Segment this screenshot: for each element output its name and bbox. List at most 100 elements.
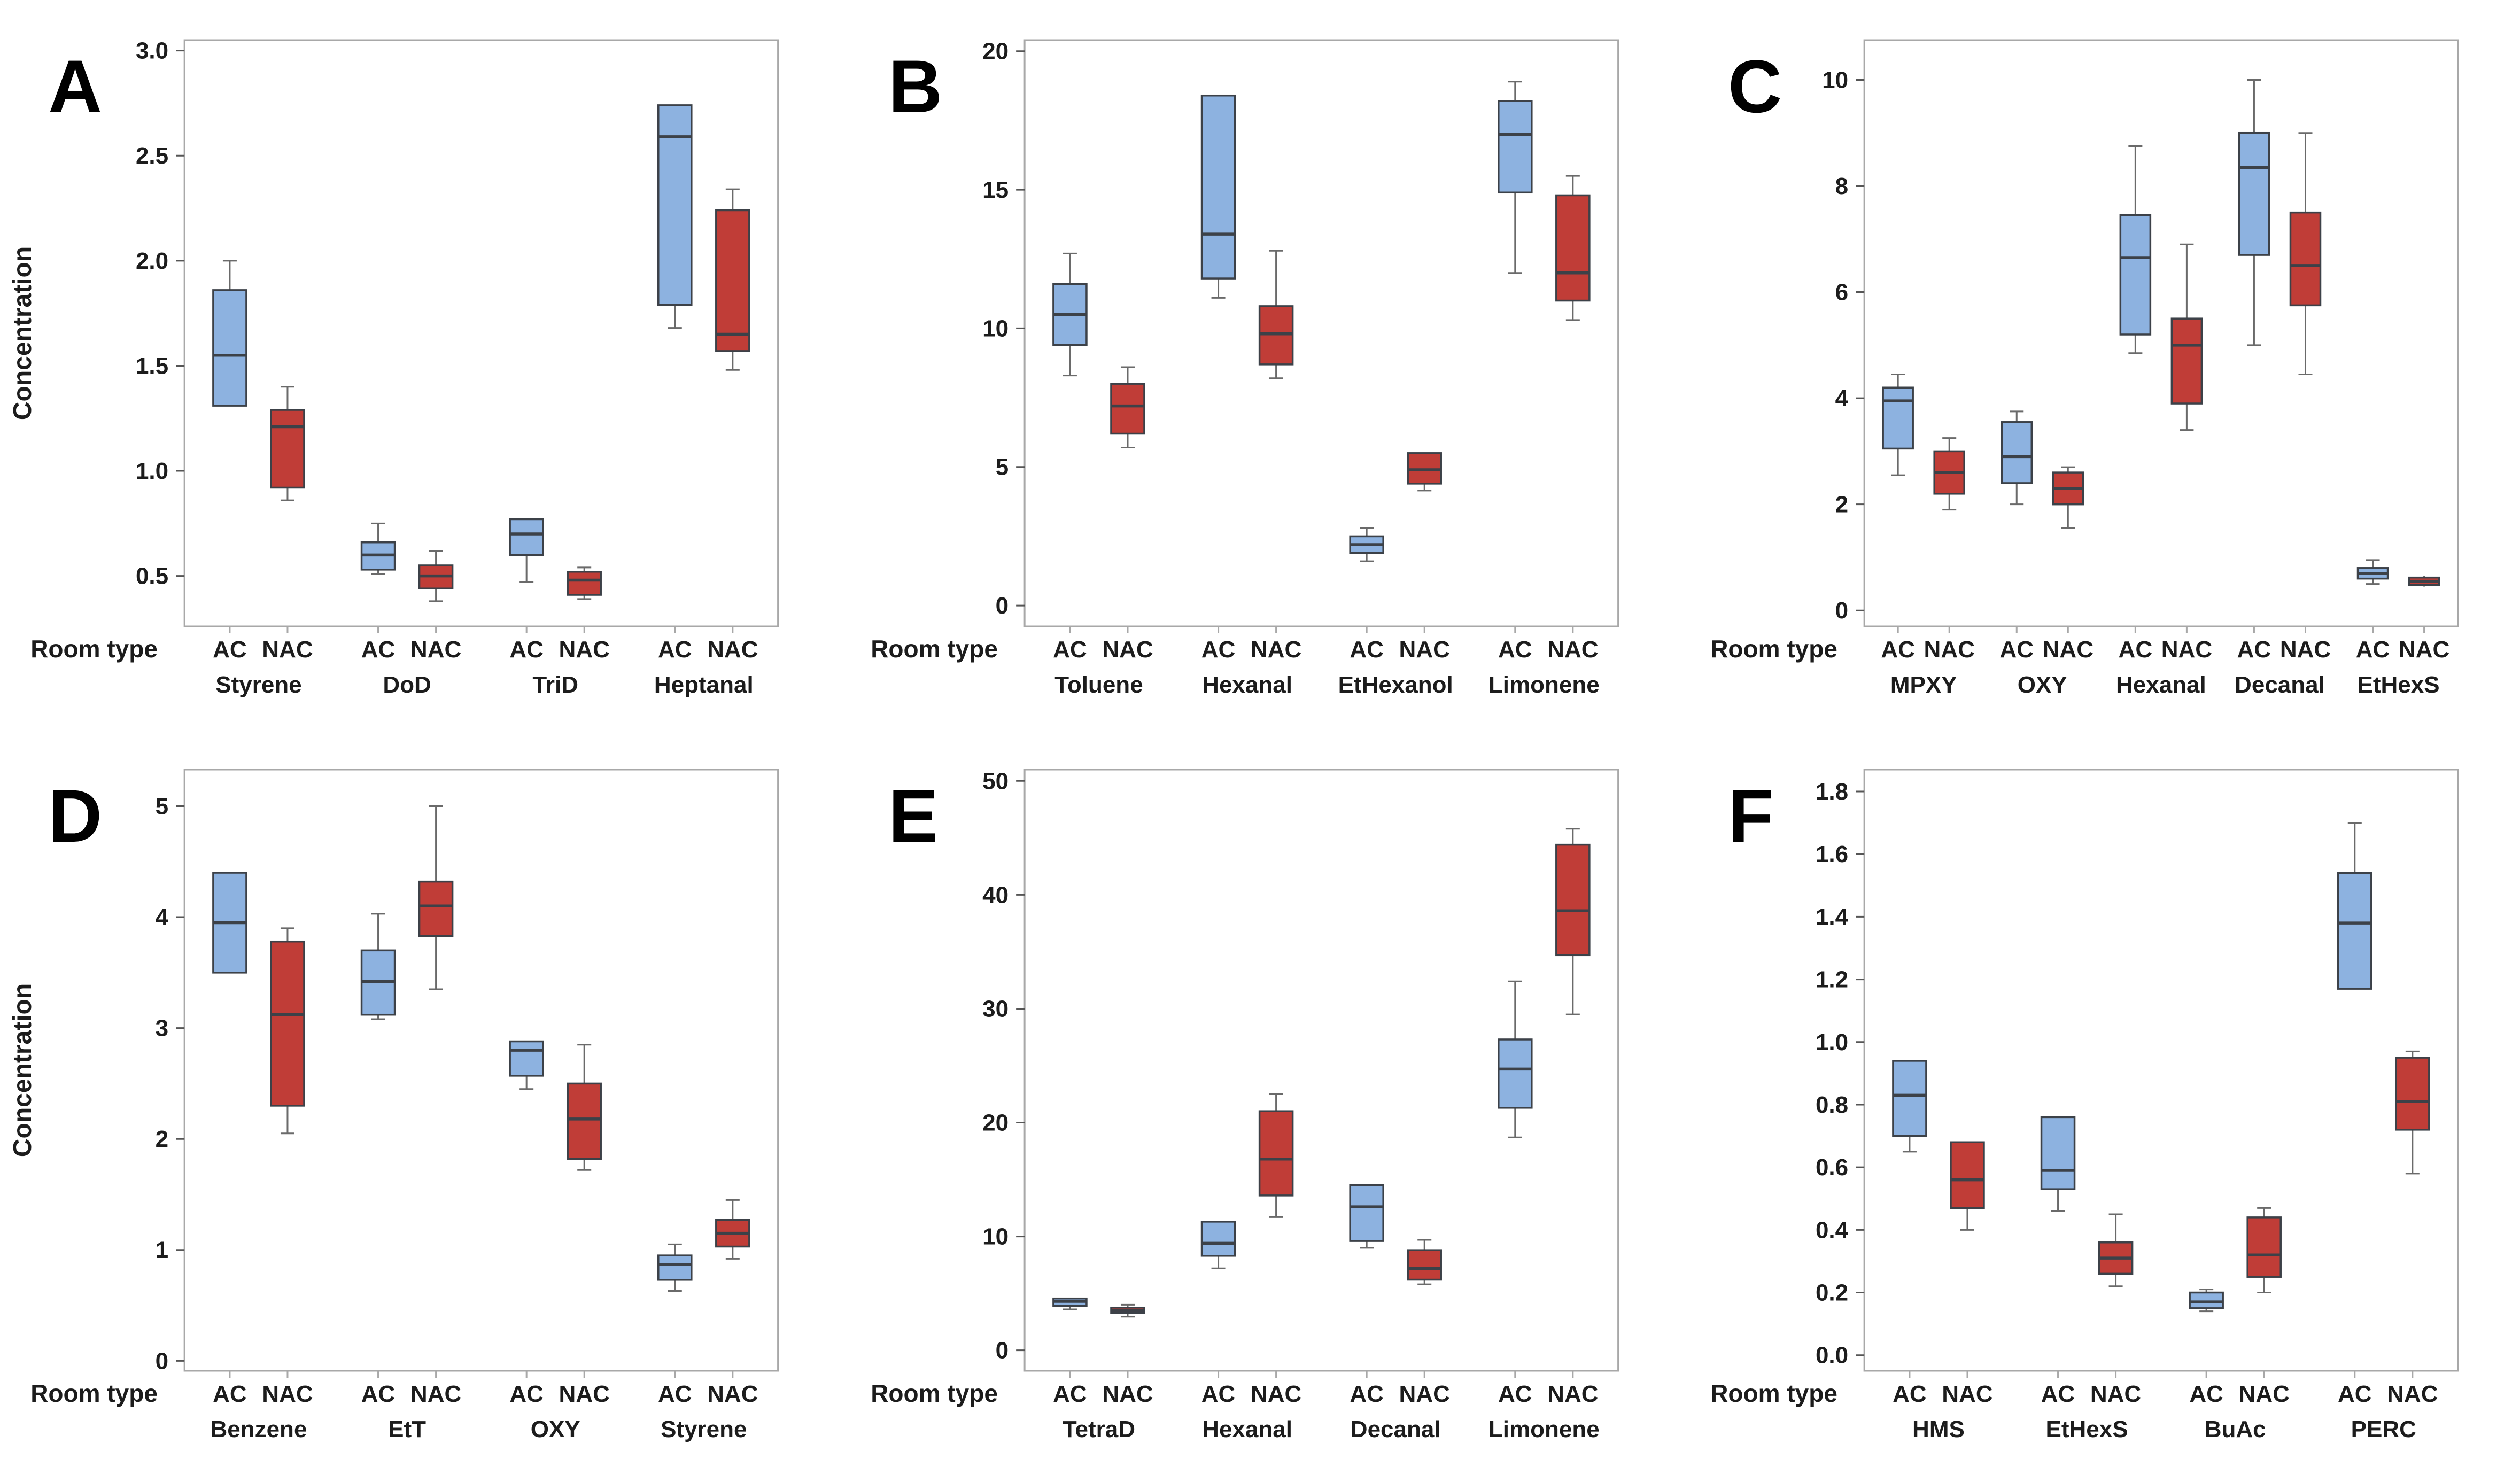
box-nac bbox=[1110, 383, 1145, 435]
room-type-tick-label: AC bbox=[2190, 1381, 2224, 1407]
panel-letter: E bbox=[888, 774, 938, 858]
compound-label: Benzene bbox=[210, 1416, 307, 1442]
y-axis-tick-label: 50 bbox=[982, 768, 1009, 794]
y-axis-tick-label: 0.8 bbox=[1816, 1092, 1848, 1118]
compound-label: Toluene bbox=[1054, 672, 1143, 698]
box-ac bbox=[1200, 1221, 1236, 1257]
box-nac bbox=[2246, 1216, 2282, 1278]
room-type-tick-label: NAC bbox=[262, 1381, 313, 1407]
room-type-tick-label: AC bbox=[1201, 637, 1235, 663]
compound-label: Decanal bbox=[2235, 672, 2325, 698]
plot-frame bbox=[1863, 39, 2459, 627]
y-axis-tick-label: 15 bbox=[982, 177, 1009, 203]
box-nac bbox=[2290, 211, 2322, 307]
room-type-tick-label: AC bbox=[361, 637, 396, 663]
compound-label: Limonene bbox=[1488, 1416, 1600, 1442]
y-axis-tick-label: 2 bbox=[156, 1126, 168, 1152]
compound-label: OXY bbox=[531, 1416, 580, 1442]
y-axis-tick-label: 2.0 bbox=[136, 248, 168, 274]
room-type-tick-label: NAC bbox=[2161, 637, 2212, 663]
room-type-tick-label: NAC bbox=[1547, 1381, 1598, 1407]
box-ac bbox=[509, 1040, 544, 1077]
y-axis-tick-label: 2 bbox=[1835, 492, 1848, 518]
room-type-tick-label: NAC bbox=[2387, 1381, 2438, 1407]
box-ac bbox=[1882, 386, 1914, 450]
y-axis-tick-label: 20 bbox=[982, 38, 1009, 65]
room-type-tick-label: NAC bbox=[1924, 637, 1975, 663]
box-nac bbox=[1555, 194, 1591, 302]
compound-label: Styrene bbox=[215, 672, 301, 698]
room-type-tick-label: NAC bbox=[707, 1381, 758, 1407]
compound-label: Decanal bbox=[1350, 1416, 1440, 1442]
panel-e: 0 10 20 30 40 50 E Room type AC NAC TetraD AC NAC Hex… bbox=[840, 730, 1680, 1459]
box-ac bbox=[1892, 1060, 1928, 1137]
y-axis-tick-label: 1.0 bbox=[136, 458, 168, 484]
room-type-tick-label: NAC bbox=[1251, 637, 1301, 663]
panel-c-canvas: 0 2 4 6 8 10 C Room type AC NAC MPXY AC NAC OXY AC NAC H… bbox=[1711, 39, 2459, 698]
x-axis-title: Room type bbox=[30, 1379, 158, 1407]
room-type-tick-label: AC bbox=[213, 637, 247, 663]
compound-label: Limonene bbox=[1488, 672, 1600, 698]
panel-b-canvas: 0 5 10 15 20 B Room type AC NAC Toluene AC NAC Hexan… bbox=[871, 38, 1619, 698]
box-nac bbox=[270, 940, 305, 1107]
compound-label: EtHexS bbox=[2046, 1416, 2128, 1442]
room-type-tick-label: NAC bbox=[1102, 637, 1153, 663]
room-type-tick-label: NAC bbox=[1251, 1381, 1301, 1407]
y-axis-tick-label: 1.5 bbox=[136, 353, 168, 379]
y-axis-tick-label: 40 bbox=[982, 882, 1009, 908]
room-type-tick-label: AC bbox=[1201, 1381, 1235, 1407]
box-ac bbox=[1497, 100, 1533, 194]
y-axis-tick-label: 1.4 bbox=[1816, 904, 1849, 930]
y-axis-tick-label: 3.0 bbox=[136, 38, 168, 64]
room-type-tick-label: AC bbox=[2356, 637, 2390, 663]
compound-label: MPXY bbox=[1890, 672, 1957, 698]
box-ac bbox=[1200, 94, 1236, 280]
room-type-tick-label: NAC bbox=[1102, 1381, 1153, 1407]
y-axis-tick-label: 0.0 bbox=[1816, 1342, 1848, 1369]
room-type-tick-label: NAC bbox=[2043, 637, 2093, 663]
room-type-tick-label: NAC bbox=[2399, 637, 2449, 663]
room-type-tick-label: NAC bbox=[410, 1381, 461, 1407]
x-axis-title: Room type bbox=[871, 1379, 998, 1407]
y-axis-tick-label: 0.6 bbox=[1816, 1154, 1848, 1181]
panel-letter: F bbox=[1728, 774, 1774, 858]
compound-label: Heptanal bbox=[654, 672, 754, 698]
y-axis-tick-label: 1.6 bbox=[1816, 841, 1848, 867]
room-type-tick-label: AC bbox=[1350, 1381, 1384, 1407]
panel-f: 0.0 0.2 0.4 0.6 0.8 1.0 1.2 1.4 1.6 1.8 F Room type… bbox=[1680, 730, 2520, 1459]
box-nac bbox=[567, 571, 602, 596]
room-type-tick-label: NAC bbox=[1399, 1381, 1449, 1407]
room-type-tick-label: AC bbox=[1881, 637, 1916, 663]
compound-label: Hexanal bbox=[1202, 672, 1292, 698]
y-axis-tick-label: 4 bbox=[1835, 385, 1849, 412]
box-nac bbox=[1950, 1141, 1986, 1209]
box-nac bbox=[1407, 1249, 1442, 1281]
box-ac bbox=[657, 104, 693, 306]
compound-label: HMS bbox=[1912, 1416, 1965, 1442]
y-axis-tick-label: 1 bbox=[156, 1237, 168, 1263]
room-type-tick-label: AC bbox=[1053, 1381, 1087, 1407]
room-type-tick-label: NAC bbox=[2239, 1381, 2290, 1407]
compound-label: TetraD bbox=[1063, 1416, 1135, 1442]
panel-c: 0 2 4 6 8 10 C Room type AC NAC MPXY AC NAC OXY AC NAC H… bbox=[1680, 0, 2520, 730]
box-ac bbox=[509, 518, 544, 556]
room-type-tick-label: NAC bbox=[262, 637, 313, 663]
panel-letter: A bbox=[48, 44, 102, 128]
box-ac bbox=[2041, 1116, 2076, 1190]
x-axis-title: Room type bbox=[871, 635, 998, 663]
y-axis-tick-label: 1.0 bbox=[1816, 1029, 1848, 1056]
box-ac bbox=[1349, 1184, 1384, 1242]
compound-label: Hexanal bbox=[1202, 1416, 1292, 1442]
room-type-tick-label: AC bbox=[2237, 637, 2271, 663]
y-axis-title: Concentration bbox=[9, 246, 37, 420]
y-axis-tick-label: 1.8 bbox=[1816, 779, 1848, 805]
panel-a-canvas: 0.5 1.0 1.5 2.0 2.5 3.0 A Concentration Room typ… bbox=[9, 38, 779, 698]
panel-b: 0 5 10 15 20 B Room type AC NAC Toluene AC NAC Hexan… bbox=[840, 0, 1680, 730]
y-axis-tick-label: 3 bbox=[156, 1015, 168, 1042]
y-axis-tick-label: 0 bbox=[156, 1348, 168, 1374]
y-axis-tick-label: 5 bbox=[156, 794, 168, 820]
panel-letter: B bbox=[888, 44, 942, 128]
compound-label: EtHexanol bbox=[1338, 672, 1453, 698]
room-type-tick-label: AC bbox=[361, 1381, 396, 1407]
